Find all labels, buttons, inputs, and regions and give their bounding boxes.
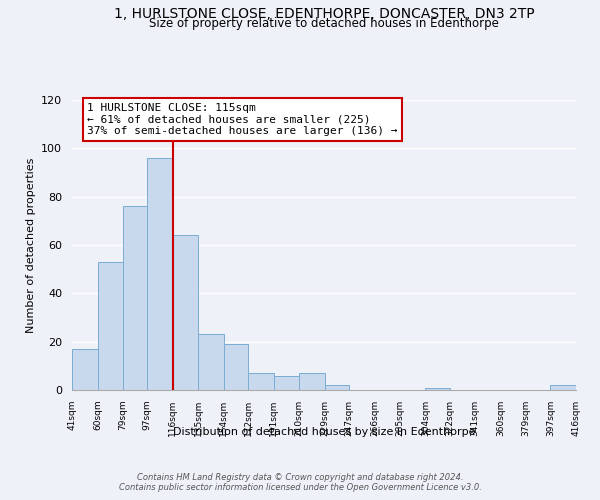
Bar [173, 236, 199, 390]
Bar [72, 349, 98, 390]
Text: 1, HURLSTONE CLOSE, EDENTHORPE, DONCASTER, DN3 2TP: 1, HURLSTONE CLOSE, EDENTHORPE, DONCASTE… [113, 6, 535, 20]
Bar [147, 158, 173, 390]
Bar [199, 334, 224, 390]
Bar [98, 262, 123, 390]
Text: Contains HM Land Registry data © Crown copyright and database right 2024.
Contai: Contains HM Land Registry data © Crown c… [119, 472, 481, 492]
Bar [425, 388, 449, 390]
Text: Distribution of detached houses by size in Edenthorpe: Distribution of detached houses by size … [173, 427, 475, 437]
Bar [299, 373, 325, 390]
Text: 1 HURLSTONE CLOSE: 115sqm
← 61% of detached houses are smaller (225)
37% of semi: 1 HURLSTONE CLOSE: 115sqm ← 61% of detac… [87, 103, 398, 136]
Text: Size of property relative to detached houses in Edenthorpe: Size of property relative to detached ho… [149, 18, 499, 30]
Bar [325, 385, 349, 390]
Bar [123, 206, 147, 390]
Bar [224, 344, 248, 390]
Y-axis label: Number of detached properties: Number of detached properties [26, 158, 35, 332]
Bar [274, 376, 299, 390]
Bar [248, 373, 274, 390]
Bar [550, 385, 576, 390]
